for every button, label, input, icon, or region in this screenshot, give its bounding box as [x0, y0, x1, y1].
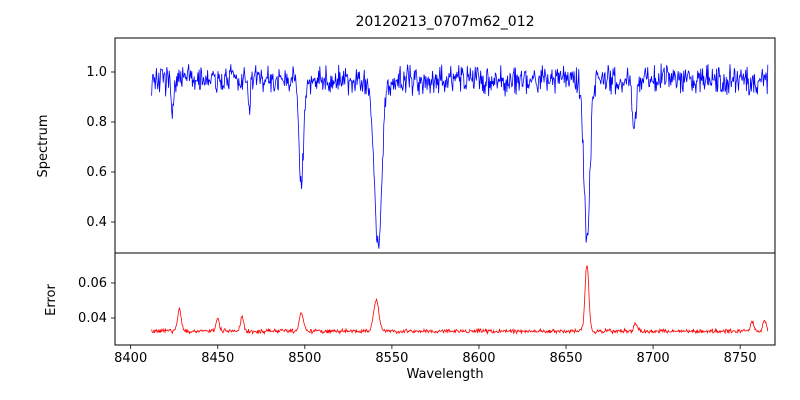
error-y-tick-label: 0.04 — [78, 311, 107, 326]
spectrum-axes-border — [114, 37, 776, 254]
spectrum-y-tick-label: 0.4 — [86, 215, 107, 230]
spectrum-y-tick-label: 1.0 — [86, 65, 107, 80]
x-tick-label: 8400 — [114, 351, 147, 366]
plot-title: 20120213_0707m62_012 — [355, 14, 534, 30]
x-tick-label: 8700 — [637, 351, 670, 366]
error-y-axis-label: Error — [44, 284, 59, 316]
error-data-line — [151, 265, 769, 336]
spectrum-data-line — [151, 63, 769, 249]
x-tick-label: 8500 — [288, 351, 321, 366]
error-axes-border — [114, 252, 776, 346]
spectrum-y-axis-label: Spectrum — [36, 115, 51, 178]
x-tick-label: 8750 — [724, 351, 757, 366]
spectrum-y-tick-label: 0.8 — [86, 115, 107, 130]
x-tick-label: 8450 — [201, 351, 234, 366]
x-tick-label: 8600 — [462, 351, 495, 366]
axis-ticks: 8400 8450 8500 8550 8600 8650 8700 8750 0.4 0.6 0.… — [78, 65, 757, 366]
x-tick-label: 8650 — [549, 351, 582, 366]
spectrum-y-tick-label: 0.6 — [86, 165, 107, 180]
x-tick-label: 8550 — [375, 351, 408, 366]
error-y-tick-label: 0.06 — [78, 276, 107, 291]
x-axis-label: Wavelength — [406, 367, 483, 382]
